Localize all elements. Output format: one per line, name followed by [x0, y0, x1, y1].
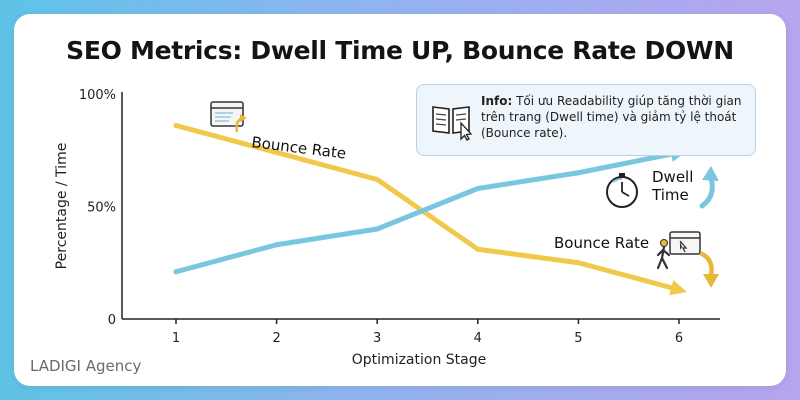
browser-window-icon: [669, 231, 701, 255]
cursor-icon: [460, 121, 473, 141]
info-box: Info: Tối ưu Readability giúp tăng thời …: [416, 84, 756, 156]
x-tick-label: 2: [272, 331, 280, 346]
line-chart: 0 50% 100% 1 2 3 4 5 6 Percentage / Time Optimi…: [54, 88, 720, 368]
series-line-bounce-rate: [173, 123, 682, 293]
data-point-dwell-time: [173, 269, 179, 275]
x-tick-label: 4: [474, 331, 482, 346]
info-text: Info: Tối ưu Readability giúp tăng thời …: [481, 93, 747, 141]
data-point-bounce-rate: [173, 123, 179, 128]
bounce-rate-right-annotation: Bounce Rate: [554, 231, 719, 288]
info-line1: Tối ưu Readability giúp tăng thời gian: [512, 94, 742, 108]
data-point-dwell-time: [274, 242, 280, 248]
walking-person-icon: [656, 239, 671, 270]
dwell-time-annotation: Dwell Time: [606, 166, 719, 209]
info-label: Info:: [481, 94, 513, 108]
data-point-bounce-rate: [475, 246, 481, 252]
y-axis-label: Percentage / Time: [54, 143, 70, 270]
data-point-dwell-time: [374, 226, 380, 232]
arrow-down-icon: [699, 251, 719, 288]
data-point-bounce-rate: [274, 150, 280, 155]
bounce-rate-right-label: Bounce Rate: [554, 234, 649, 252]
data-point-dwell-time: [475, 186, 481, 191]
x-tick-label: 1: [172, 331, 180, 346]
chart-title: SEO Metrics: Dwell Time UP, Bounce Rate …: [66, 36, 734, 65]
data-point-bounce-rate: [575, 260, 581, 266]
y-tick-label: 50%: [87, 201, 116, 216]
chart-card: SEO Metrics: Dwell Time UP, Bounce Rate …: [14, 14, 786, 386]
bounce-rate-top-annotation: Bounce Rate: [210, 101, 347, 163]
arrow-up-icon: [699, 166, 719, 209]
info-line2: trên trang (Dwell time) và giảm tỷ lệ th…: [481, 110, 737, 124]
stopwatch-icon: [606, 173, 638, 208]
series-line-dwell-time: [173, 150, 682, 275]
x-tick-label: 6: [675, 331, 683, 346]
browser-window-icon: [210, 101, 247, 133]
x-tick-label: 3: [373, 331, 381, 346]
x-axis-label: Optimization Stage: [352, 352, 486, 368]
y-tick-label: 0: [108, 313, 116, 328]
data-point-bounce-rate: [374, 177, 380, 182]
open-book-icon: [432, 106, 473, 141]
agency-watermark: LADIGI Agency: [30, 357, 142, 375]
data-point-dwell-time: [575, 170, 581, 176]
y-tick-label: 100%: [79, 88, 116, 103]
dwell-time-label-line1: Dwell: [652, 168, 693, 186]
dwell-time-label-line2: Time: [651, 186, 689, 204]
data-point-bounce-rate: [676, 287, 682, 293]
x-tick-label: 5: [574, 331, 582, 346]
info-line3: (Bounce rate).: [481, 126, 568, 140]
